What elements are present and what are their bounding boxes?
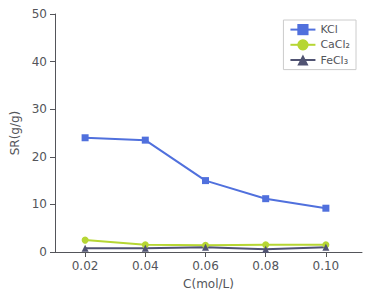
- svg-text:FeCl₃: FeCl₃: [320, 54, 348, 67]
- svg-text:0.10: 0.10: [313, 259, 340, 273]
- svg-text:KCl: KCl: [320, 23, 337, 36]
- svg-text:50: 50: [32, 7, 47, 21]
- svg-text:0.04: 0.04: [132, 259, 159, 273]
- svg-text:SR(g/g): SR(g/g): [8, 111, 22, 156]
- svg-text:0.06: 0.06: [192, 259, 219, 273]
- svg-text:10: 10: [32, 197, 47, 211]
- svg-text:CaCl₂: CaCl₂: [320, 38, 350, 51]
- svg-text:40: 40: [32, 55, 47, 69]
- svg-text:0.02: 0.02: [72, 259, 99, 273]
- svg-text:C(mol/L): C(mol/L): [183, 277, 234, 291]
- svg-text:20: 20: [32, 150, 47, 164]
- svg-text:0: 0: [39, 245, 47, 259]
- svg-text:30: 30: [32, 102, 47, 116]
- svg-text:0.08: 0.08: [252, 259, 279, 273]
